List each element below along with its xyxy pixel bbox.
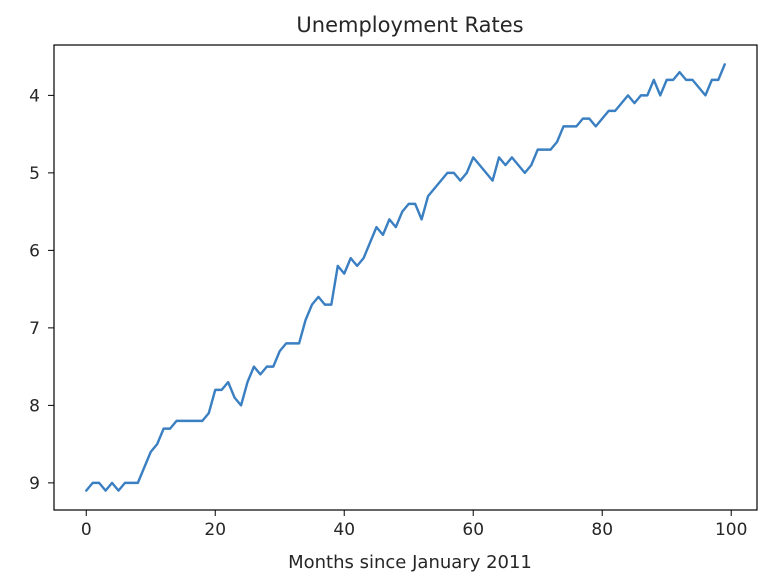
x-tick-label: 80 [591, 520, 613, 540]
plot-frame [53, 44, 758, 511]
x-tick-label: 0 [81, 520, 92, 540]
y-tick-label: 4 [29, 86, 40, 106]
plot-area: 0 20 40 60 80 100 4 5 6 7 8 9 [29, 44, 758, 540]
x-tick-label: 60 [462, 520, 484, 540]
series-line-0 [85, 63, 726, 492]
y-tick-label: 9 [29, 474, 40, 494]
y-tick-label: 6 [29, 241, 40, 261]
x-axis-title: Months since January 2011 [288, 552, 532, 573]
x-tick-label: 100 [715, 520, 747, 540]
y-tick-label: 5 [29, 164, 40, 184]
y-tick-label: 7 [29, 319, 40, 339]
y-tick-label: 8 [29, 396, 40, 416]
chart-title: Unemployment Rates [296, 13, 523, 37]
x-tick-label: 20 [204, 520, 226, 540]
x-tick-label: 40 [333, 520, 355, 540]
